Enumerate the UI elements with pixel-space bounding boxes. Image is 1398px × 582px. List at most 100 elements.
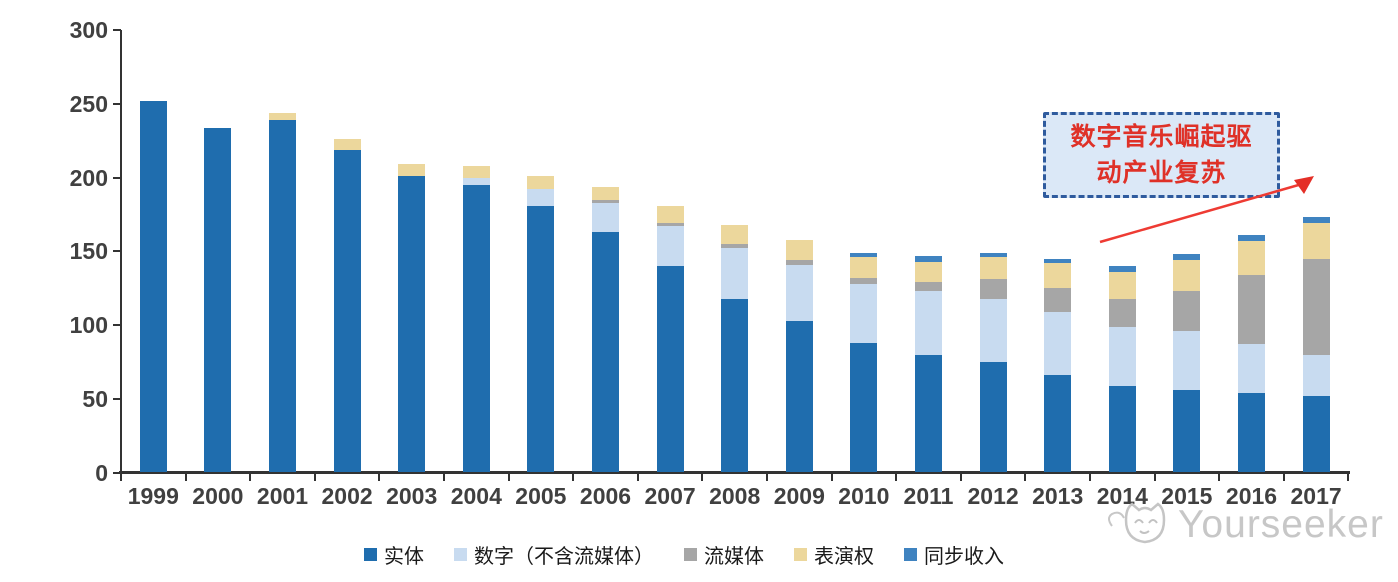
bar-segment [979, 252, 1007, 258]
cat-logo-icon [1108, 502, 1166, 544]
legend-label: 同步收入 [924, 546, 1004, 568]
bar-segment [785, 239, 813, 261]
bar-segment [1108, 272, 1136, 299]
x-axis-tick-label: 2008 [709, 483, 761, 509]
bar-segment [1173, 291, 1201, 331]
x-axis-tick-label: 2014 [1096, 483, 1148, 509]
x-axis-tick-label: 2002 [321, 483, 373, 509]
x-axis-tick-label: 2009 [773, 483, 825, 509]
x-axis-tick-label: 2017 [1290, 483, 1342, 509]
bar-segment [1173, 260, 1201, 292]
watermark: Yourseeker [1100, 496, 1384, 554]
legend-item: 流媒体 [684, 540, 764, 569]
bar-segment [592, 232, 619, 473]
x-axis-tick [1218, 474, 1221, 481]
x-axis-tick-label: 2003 [386, 483, 438, 509]
y-axis-tick [113, 103, 121, 105]
bar-segment [462, 185, 490, 473]
y-axis-tick-label: 200 [69, 164, 108, 191]
bar-segment [656, 266, 684, 473]
bar-segment [1238, 392, 1265, 473]
legend-swatch [364, 548, 377, 561]
bar-segment [979, 361, 1007, 473]
bar-segment [850, 252, 878, 258]
x-axis-tick [120, 474, 122, 481]
bar-segment [1173, 389, 1201, 473]
x-axis-tick-label: 2011 [903, 483, 954, 509]
bar-segment [1302, 258, 1330, 355]
x-axis-tick [313, 474, 316, 481]
bar-segment [1044, 311, 1072, 376]
x-axis-tick-label: 2006 [579, 483, 632, 509]
y-axis-tick-label: 0 [95, 459, 108, 486]
bar-segment [592, 202, 619, 233]
bar-segment [527, 189, 555, 206]
x-axis-tick [507, 474, 510, 481]
x-axis-tick [1153, 474, 1156, 481]
bar-segment [721, 248, 749, 299]
x-axis-tick-label: 1999 [127, 483, 179, 509]
bar-segment [1044, 288, 1072, 312]
annotation-text-line2: 动产业复苏 [1096, 159, 1227, 187]
bar-segment [979, 257, 1007, 280]
legend-label: 流媒体 [704, 546, 764, 568]
annotation-arrow [1099, 176, 1314, 244]
bar-segment [269, 120, 296, 473]
bar-segment [915, 255, 942, 262]
x-axis-tick-label: 2013 [1032, 483, 1084, 509]
legend-item: 实体 [364, 540, 424, 569]
bar-segment [915, 261, 942, 283]
x-axis-tick [249, 474, 252, 481]
bar-segment [656, 226, 684, 267]
bar-segment [1238, 344, 1265, 393]
bar-segment [1108, 326, 1136, 386]
y-axis-tick-label: 50 [82, 385, 108, 412]
x-axis-tick [572, 474, 575, 481]
bar-segment [1108, 385, 1136, 473]
x-axis-tick-label: 2012 [967, 483, 1019, 509]
bar-segment [333, 139, 361, 150]
bar-segment [1108, 298, 1136, 327]
bar-segment [398, 176, 426, 473]
x-axis-tick [1024, 474, 1027, 481]
x-axis-tick [184, 474, 187, 481]
x-axis-tick [766, 474, 768, 481]
bar-segment [656, 223, 684, 227]
y-axis-tick-label: 300 [69, 17, 108, 44]
x-axis-tick-label: 2015 [1161, 483, 1213, 509]
legend-swatch [794, 548, 807, 561]
bar-segment [979, 298, 1007, 362]
x-axis-tick [1089, 474, 1091, 481]
bar-segment [721, 244, 749, 249]
x-axis-tick [443, 474, 445, 481]
bar-segment [269, 112, 296, 121]
x-axis-tick [701, 474, 704, 481]
bar-segment [527, 205, 555, 473]
y-axis-tick-label: 100 [69, 312, 108, 339]
x-axis-tick [1282, 474, 1285, 481]
bar-segment [333, 149, 361, 473]
x-axis-tick [378, 474, 381, 481]
bar-segment [204, 127, 232, 473]
bar-segment [1238, 235, 1265, 242]
bar-segment [1302, 223, 1330, 259]
legend-label: 表演权 [814, 546, 874, 568]
bar-segment [1238, 241, 1265, 275]
y-axis-line [120, 30, 122, 473]
x-axis-tick [959, 474, 962, 481]
y-axis-tick-label: 250 [69, 91, 108, 117]
bar-segment [462, 165, 490, 178]
y-axis-tick [113, 397, 121, 400]
bar-segment [527, 176, 555, 190]
x-axis-tick [895, 474, 898, 481]
bar-segment [592, 199, 619, 203]
y-axis-tick [113, 471, 121, 474]
y-axis-tick [113, 176, 121, 179]
legend-swatch [684, 548, 697, 561]
y-axis-tick [113, 324, 121, 327]
annotation-text-line1: 数字音乐崛起驱 [1070, 123, 1253, 151]
watermark-text: Yourseeker [1178, 503, 1384, 546]
bar-segment [1044, 375, 1072, 473]
y-axis-tick [113, 29, 121, 32]
